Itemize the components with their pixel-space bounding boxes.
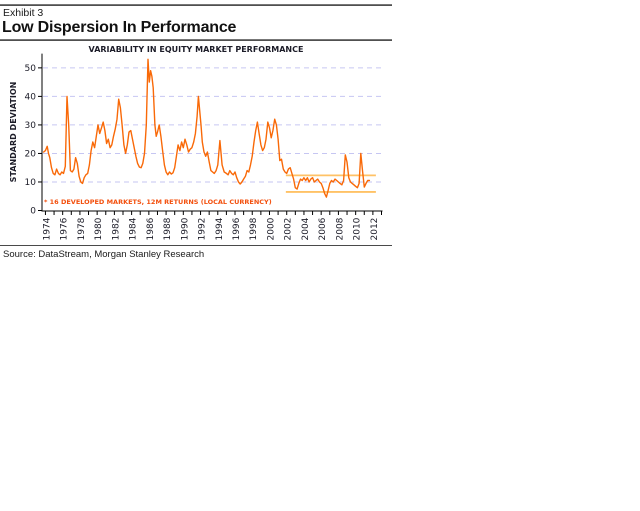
- source-line: Source: DataStream, Morgan Stanley Resea…: [3, 249, 205, 260]
- y-tick-label-50: 50: [25, 64, 37, 74]
- series-line: [43, 58, 371, 198]
- x-tick-label-2000: 2000: [266, 217, 276, 240]
- x-tick-label-2012: 2012: [370, 218, 380, 241]
- x-tick-label-1986: 1986: [146, 217, 156, 240]
- chart-footnote: * 16 DEVELOPED MARKETS, 12M RETURNS (LOC…: [44, 198, 272, 206]
- x-tick-label-2006: 2006: [318, 217, 328, 240]
- x-tick-label-2002: 2002: [284, 218, 294, 241]
- x-tick-label-1990: 1990: [180, 217, 190, 240]
- x-tick-label-1980: 1980: [94, 217, 104, 240]
- x-tick-label-2004: 2004: [301, 217, 311, 240]
- x-tick-label-1974: 1974: [42, 217, 52, 240]
- y-tick-label-40: 40: [25, 93, 37, 103]
- title-rule: [0, 39, 392, 41]
- x-tick-label-1998: 1998: [249, 217, 259, 240]
- x-tick-label-1976: 1976: [60, 217, 70, 240]
- y-tick-label-20: 20: [25, 150, 37, 160]
- y-tick-label-30: 30: [25, 121, 37, 131]
- top-rule: [0, 4, 392, 6]
- x-tick-label-1996: 1996: [232, 217, 242, 240]
- x-tick-label-1992: 1992: [198, 218, 208, 241]
- x-tick-label-2010: 2010: [353, 217, 363, 240]
- y-tick-label-0: 0: [30, 207, 36, 217]
- footer-rule: [0, 245, 392, 246]
- x-tick-label-1988: 1988: [163, 217, 173, 240]
- x-tick-label-1994: 1994: [215, 217, 225, 240]
- page-title: Low Dispersion In Performance: [2, 19, 237, 36]
- chart-title: VARIABILITY IN EQUITY MARKET PERFORMANCE: [89, 45, 304, 54]
- x-tick-label-1982: 1982: [111, 218, 121, 241]
- x-tick-label-1984: 1984: [129, 217, 139, 240]
- exhibit-label: Exhibit 3: [3, 7, 44, 19]
- y-axis-title: STANDARD DEVIATION: [9, 82, 18, 183]
- x-tick-label-1978: 1978: [77, 217, 87, 240]
- y-tick-label-10: 10: [25, 178, 37, 188]
- x-tick-label-2008: 2008: [335, 217, 345, 240]
